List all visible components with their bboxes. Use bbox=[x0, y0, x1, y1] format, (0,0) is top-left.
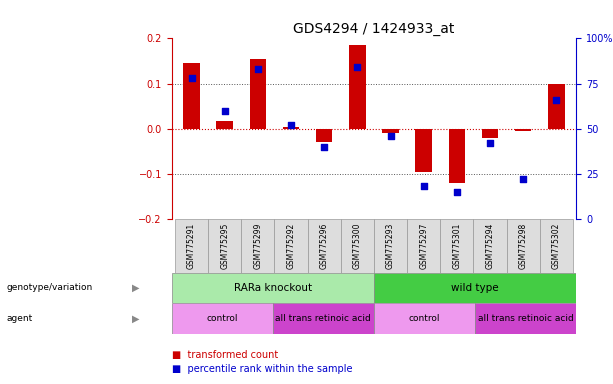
Text: GSM775301: GSM775301 bbox=[452, 223, 462, 269]
Point bbox=[518, 176, 528, 182]
Text: control: control bbox=[409, 314, 440, 323]
FancyBboxPatch shape bbox=[341, 219, 374, 273]
FancyBboxPatch shape bbox=[440, 219, 473, 273]
Point bbox=[419, 183, 428, 189]
Bar bbox=[172, 303, 273, 334]
Text: GSM775298: GSM775298 bbox=[519, 223, 528, 269]
FancyBboxPatch shape bbox=[242, 219, 275, 273]
Bar bbox=[416, 129, 432, 172]
Point bbox=[253, 66, 263, 72]
Bar bbox=[349, 45, 365, 129]
Bar bbox=[374, 303, 475, 334]
Text: all trans retinoic acid: all trans retinoic acid bbox=[275, 314, 371, 323]
Text: GSM775293: GSM775293 bbox=[386, 223, 395, 269]
Point bbox=[286, 122, 296, 128]
Text: all trans retinoic acid: all trans retinoic acid bbox=[478, 314, 574, 323]
Bar bbox=[515, 129, 531, 131]
Text: GSM775297: GSM775297 bbox=[419, 223, 428, 269]
Bar bbox=[249, 59, 266, 129]
Text: GSM775294: GSM775294 bbox=[485, 223, 495, 269]
Text: genotype/variation: genotype/variation bbox=[6, 283, 93, 293]
Bar bbox=[449, 129, 465, 183]
Text: ▶: ▶ bbox=[132, 283, 139, 293]
Text: agent: agent bbox=[6, 314, 32, 323]
Bar bbox=[548, 84, 565, 129]
FancyBboxPatch shape bbox=[208, 219, 242, 273]
Text: ▶: ▶ bbox=[132, 314, 139, 324]
Point bbox=[452, 189, 462, 195]
Text: wild type: wild type bbox=[451, 283, 499, 293]
Text: GSM775299: GSM775299 bbox=[253, 223, 262, 269]
Point bbox=[352, 64, 362, 70]
Text: RARa knockout: RARa knockout bbox=[234, 283, 312, 293]
Text: GSM775292: GSM775292 bbox=[286, 223, 295, 269]
Text: ■  percentile rank within the sample: ■ percentile rank within the sample bbox=[172, 364, 352, 374]
FancyBboxPatch shape bbox=[539, 219, 573, 273]
Point bbox=[220, 108, 230, 114]
FancyBboxPatch shape bbox=[407, 219, 440, 273]
Bar bbox=[273, 303, 374, 334]
FancyBboxPatch shape bbox=[308, 219, 341, 273]
Text: GSM775295: GSM775295 bbox=[220, 223, 229, 269]
FancyBboxPatch shape bbox=[506, 219, 539, 273]
FancyBboxPatch shape bbox=[473, 219, 506, 273]
Text: control: control bbox=[207, 314, 238, 323]
Bar bbox=[383, 129, 399, 133]
Bar bbox=[216, 121, 233, 129]
Bar bbox=[283, 127, 299, 129]
Point bbox=[485, 140, 495, 146]
Text: GSM775291: GSM775291 bbox=[187, 223, 196, 269]
Point bbox=[386, 133, 395, 139]
Text: GSM775302: GSM775302 bbox=[552, 223, 561, 269]
Bar bbox=[475, 303, 576, 334]
FancyBboxPatch shape bbox=[374, 219, 407, 273]
Text: GSM775300: GSM775300 bbox=[353, 222, 362, 269]
Text: ■  transformed count: ■ transformed count bbox=[172, 350, 278, 360]
Bar bbox=[316, 129, 332, 142]
Bar bbox=[374, 273, 576, 303]
FancyBboxPatch shape bbox=[175, 219, 208, 273]
Text: GSM775296: GSM775296 bbox=[320, 223, 329, 269]
Point bbox=[186, 75, 196, 81]
Point bbox=[319, 144, 329, 150]
Bar bbox=[482, 129, 498, 138]
Title: GDS4294 / 1424933_at: GDS4294 / 1424933_at bbox=[293, 22, 455, 36]
Bar bbox=[183, 63, 200, 129]
Point bbox=[552, 97, 562, 103]
FancyBboxPatch shape bbox=[275, 219, 308, 273]
Bar bbox=[172, 273, 374, 303]
